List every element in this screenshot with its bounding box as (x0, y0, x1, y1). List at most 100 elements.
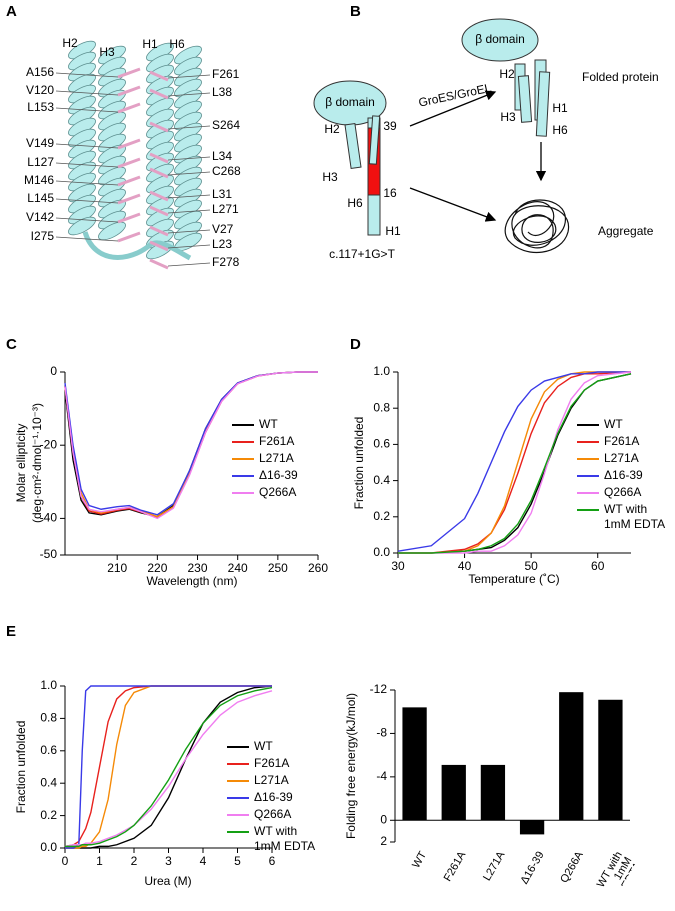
chaperone-label: GroES/GroEL (417, 81, 493, 110)
helix-rect (535, 71, 551, 137)
stick (149, 88, 169, 100)
x-tick-label: WT (410, 850, 430, 871)
legend-label: F261A (604, 434, 640, 448)
legend-label: Q266A (254, 807, 292, 821)
helix-label: H6 (169, 37, 185, 51)
series-line (65, 685, 273, 849)
leader (167, 194, 211, 199)
series-line (398, 371, 632, 554)
bar (480, 764, 506, 821)
stick (149, 205, 169, 217)
stick (117, 231, 141, 243)
legend-label: Q266A (259, 485, 297, 499)
stick (149, 121, 169, 133)
series-line (65, 686, 273, 848)
leader (55, 162, 119, 168)
y-axis-units: (deg·cm²·dmol⁻¹·10⁻³) (30, 403, 44, 523)
residue-label: V142 (26, 210, 54, 224)
y-tick-label: 0.0 (40, 840, 57, 854)
stick (117, 175, 141, 187)
helix-label: H6 (552, 123, 568, 137)
helix-label: H1 (142, 37, 158, 51)
site-label: 16 (383, 186, 397, 200)
residue-label: V120 (26, 83, 54, 97)
x-axis-label: Urea (M) (144, 874, 191, 888)
legend-label-box: Q266A (259, 485, 297, 499)
y-tick-label: -40 (40, 511, 58, 525)
legend-label-box: WT with 1mM EDTA (604, 502, 665, 531)
helix-rect (344, 122, 362, 170)
legend-label-box: Δ16-39 (259, 468, 298, 482)
leader (55, 72, 119, 78)
x-tick-label: Q266A (558, 850, 586, 886)
x-tick-label: 3 (165, 854, 172, 868)
x-tick-label: 230 (188, 561, 208, 575)
helix-label: H3 (99, 45, 115, 59)
legend-label-box: Δ16-39 (254, 790, 293, 804)
residue-label: L145 (27, 191, 54, 205)
aggregate-shape (504, 199, 569, 254)
y-tick-label: -20 (40, 437, 58, 451)
unfolded-construct: β domain H2 H3 H6 H1 39 16 c.117+1G>T (313, 80, 401, 261)
panel-letter: E (6, 623, 16, 640)
legend-label-box: L271A (254, 773, 289, 787)
legend-label-box: F261A (259, 434, 294, 448)
bar (519, 820, 545, 835)
panel-letter: C (6, 336, 17, 353)
series-line (398, 373, 632, 554)
legend-label-box: WT (254, 739, 273, 753)
helix-rect (368, 115, 381, 165)
helix-structure (55, 40, 211, 270)
series-line (64, 685, 272, 848)
y-tick-label: -8 (376, 726, 387, 740)
y-tick-label: 0.4 (373, 473, 390, 487)
legend-label-box: WT (259, 417, 278, 431)
series-line (398, 371, 632, 554)
leader (167, 244, 211, 249)
leader (167, 125, 211, 130)
legend-label: WT (254, 739, 273, 753)
stick (149, 70, 169, 82)
mutation-label: c.117+1G>T (329, 247, 395, 261)
x-tick-label: 1 (96, 854, 103, 868)
residue-label: A156 (26, 65, 54, 79)
caption: Folded protein (582, 70, 659, 84)
x-tick-label: L271A (481, 850, 508, 884)
domain-shape (461, 18, 539, 62)
legend-label: WT (259, 417, 278, 431)
residue-label: L31 (212, 187, 232, 201)
legend-label: L271A (604, 451, 639, 465)
stick (117, 138, 141, 150)
loop (82, 231, 192, 261)
helix-label: H6 (347, 196, 363, 210)
helix-rect (517, 75, 533, 123)
series-line (397, 371, 631, 552)
legend-label: Δ16-39 (254, 790, 293, 804)
x-tick-label: 260 (308, 561, 328, 575)
panel-letter: A (6, 3, 17, 20)
bar (598, 699, 623, 821)
x-tick-label: 50 (524, 559, 538, 573)
x-tick-label: 250 (268, 561, 288, 575)
y-tick-label: -4 (376, 769, 387, 783)
legend-label-box: L271A (604, 451, 639, 465)
x-tick-label-box: Δ16-39 (518, 850, 546, 886)
y-tick-label: -12 (370, 682, 388, 696)
leader (167, 209, 211, 214)
stick (117, 157, 141, 169)
y-tick-label: 0.2 (40, 808, 57, 822)
leader (55, 180, 119, 186)
legend-label-box: Q266A (604, 485, 641, 499)
x-tick-label: 4 (200, 854, 207, 868)
y-tick-label: 0.6 (40, 743, 57, 757)
series-line (65, 685, 272, 849)
leader (167, 74, 211, 79)
x-tick-label-box: WT with 1mM EDTA (595, 850, 636, 891)
residue-label: L38 (212, 85, 232, 99)
arrow (409, 187, 497, 222)
leader (167, 262, 211, 267)
residue-label: S264 (212, 118, 240, 132)
y-tick-label: 0.0 (373, 545, 390, 559)
